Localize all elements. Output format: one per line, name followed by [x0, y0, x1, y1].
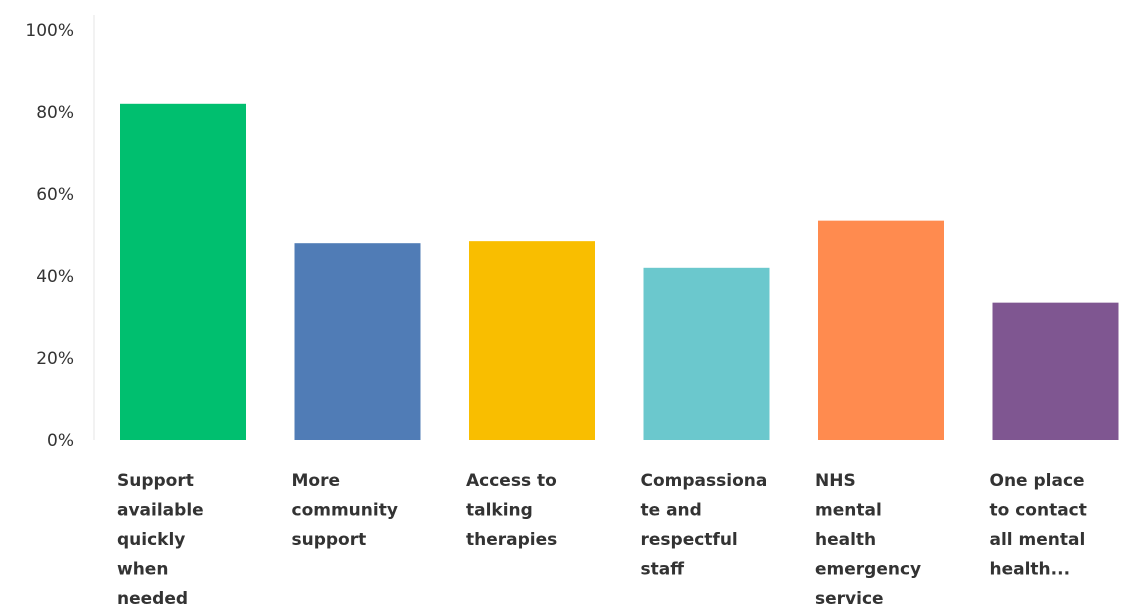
x-axis-labels: Support available quickly when needed More com…	[117, 471, 1087, 607]
x-category-label: Support available quickly when needed	[117, 471, 204, 607]
bar[interactable]	[294, 243, 421, 440]
bar[interactable]	[818, 220, 944, 440]
y-tick-label: 0%	[47, 431, 74, 451]
bar[interactable]	[469, 241, 595, 440]
y-tick-label: 60%	[36, 185, 74, 205]
bar[interactable]	[643, 267, 770, 440]
x-category-label: More community support	[292, 471, 398, 550]
x-category-label: Access to talking therapies	[466, 471, 557, 550]
y-axis-ticks: 0% 20% 40% 60% 80% 100%	[25, 21, 74, 451]
y-tick-label: 80%	[36, 103, 74, 123]
y-tick-label: 40%	[36, 267, 74, 287]
bar[interactable]	[120, 103, 246, 441]
x-category-label: One place to contact all mental health...	[990, 471, 1087, 580]
y-tick-label: 20%	[36, 349, 74, 369]
bars	[120, 103, 1119, 441]
y-tick-label: 100%	[25, 21, 74, 41]
x-category-label: Compassiona te and respectful staff	[641, 471, 768, 580]
bar[interactable]	[992, 302, 1119, 440]
x-category-label: NHS mental health emergency service	[815, 471, 921, 607]
